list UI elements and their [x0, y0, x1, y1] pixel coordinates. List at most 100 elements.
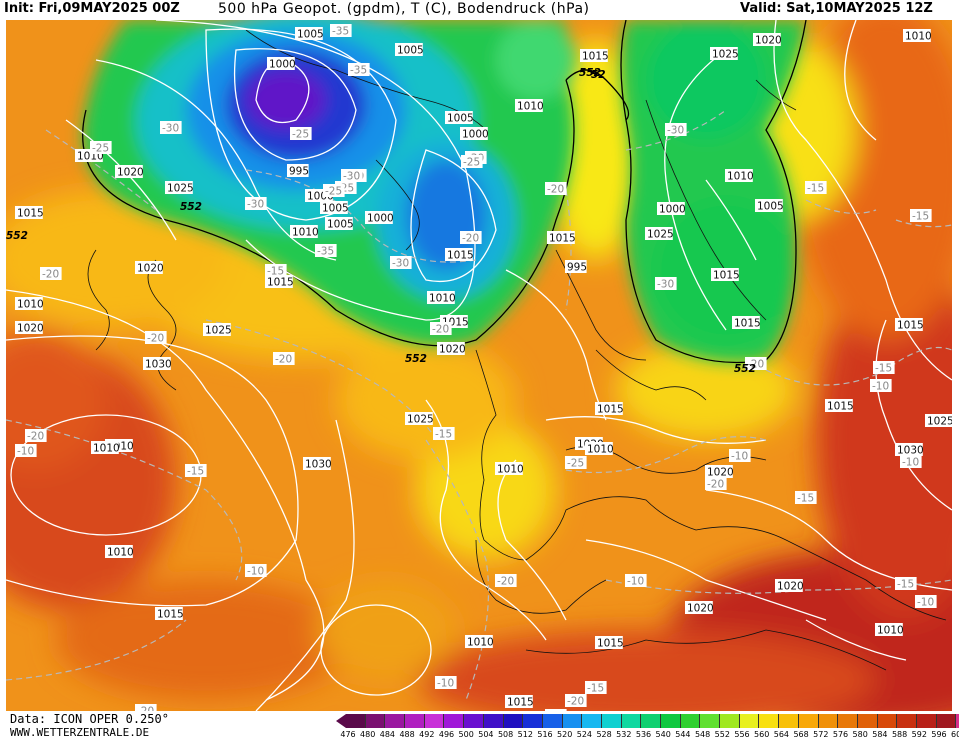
pressure-label: 1030 [145, 359, 172, 371]
chart-footer: Data: ICON OPER 0.250° WWW.WETTERZENTRAL… [0, 711, 959, 741]
pressure-label: 1000 [367, 213, 394, 225]
legend-color-cell [346, 714, 366, 728]
temp-label-bg [135, 704, 157, 711]
pressure-label: 1015 [157, 609, 184, 621]
temp-label: -15 [435, 429, 452, 441]
pressure-label-bg [115, 165, 143, 178]
pressure-label-bg [325, 217, 353, 230]
temp-label-bg [461, 155, 483, 168]
legend-value: 564 [773, 730, 790, 739]
pressure-label-bg [645, 227, 673, 240]
temp-label: -20 [707, 479, 724, 491]
temp-label: -30 [247, 199, 264, 211]
temp-label: -10 [731, 451, 748, 463]
pressure-label-bg [505, 695, 533, 708]
temp-label: -10 [17, 446, 34, 458]
legend-color-cell [877, 714, 898, 728]
temp-label: -35 [332, 26, 349, 38]
pressure-label-bg [395, 43, 423, 56]
pressure-label-bg [427, 291, 455, 304]
temp-label: -10 [917, 597, 934, 609]
pressure-label: 1015 [897, 320, 924, 332]
pressure-label-bg [15, 297, 43, 310]
pressure-label-bg [437, 342, 465, 355]
website: WWW.WETTERZENTRALE.DE [10, 726, 150, 739]
pressure-label-bg [875, 623, 903, 636]
legend-value: 568 [793, 730, 809, 739]
pressure-label: 1010 [107, 547, 134, 559]
legend-color-cell [601, 714, 622, 728]
legend-value: 548 [694, 730, 711, 739]
legend-color-cell [562, 714, 583, 728]
temp-label: -30 [162, 123, 179, 135]
temp-label: -25 [325, 186, 342, 198]
pressure-label-bg [465, 635, 493, 648]
pressure-label-bg [710, 47, 738, 60]
geopot-label: 552 [734, 363, 756, 375]
pressure-label: 1025 [407, 414, 434, 426]
pressure-label: 1000 [269, 59, 296, 71]
temp-label-bg [705, 477, 727, 490]
pressure-label-bg [265, 275, 293, 288]
temp-label: -15 [187, 466, 204, 478]
pressure-label: 1030 [305, 459, 332, 471]
pressure-label: 1000 [462, 129, 489, 141]
legend-value: 488 [399, 730, 415, 739]
pressure-label: 1020 [755, 35, 782, 47]
pressure-label: 1005 [297, 29, 324, 41]
legend-color-cell [503, 714, 524, 728]
legend-color-cell [916, 714, 937, 728]
legend-color-cell [582, 714, 602, 728]
pressure-label: 1025 [712, 49, 739, 61]
pressure-label-bg [495, 462, 523, 475]
temp-label-bg [729, 449, 751, 462]
temp-label-bg [185, 464, 207, 477]
pressure-label: 1020 [777, 581, 804, 593]
temp-label: -35 [317, 246, 334, 258]
legend-value: 540 [655, 730, 671, 739]
pressure-label-bg [365, 211, 393, 224]
legend-color-cell [857, 714, 878, 728]
pressure-label-bg [825, 399, 853, 412]
pressure-label: 1015 [447, 250, 474, 262]
legend-value: 560 [754, 730, 770, 739]
legend-color-cell [956, 714, 959, 728]
pressure-label-bg [925, 414, 952, 427]
pressure-label: 995 [567, 262, 587, 274]
pressure-label-bg [565, 260, 587, 273]
temp-label-bg [245, 564, 267, 577]
data-source: Data: ICON OPER 0.250° [10, 712, 169, 726]
temp-label-bg [745, 357, 767, 370]
legend-value: 588 [891, 730, 908, 739]
legend-value: 528 [596, 730, 612, 739]
init-time: Init: Fri,09MAY2025 00Z [4, 1, 180, 16]
pressure-label-bg [725, 169, 753, 182]
pressure-label-bg [657, 202, 685, 215]
temp-label: -20 [275, 354, 292, 366]
pressure-label-bg [753, 33, 781, 46]
temp-label: -15 [897, 579, 914, 591]
pressure-label: 1015 [17, 208, 44, 220]
temp-label-bg [430, 322, 452, 335]
temp-label: -20 [547, 184, 564, 196]
legend-color-cell [739, 714, 760, 728]
legend-cells [336, 714, 959, 728]
temp-label: -20 [27, 431, 44, 443]
pressure-label: 1010 [292, 227, 319, 239]
legend-value: 476 [340, 730, 356, 739]
pressure-label: 1010 [93, 443, 120, 455]
legend-color-cell [464, 714, 484, 728]
temp-label-bg [495, 574, 517, 587]
pressure-label-bg [445, 248, 473, 261]
pressure-label: 1015 [597, 404, 624, 416]
temp-label: -10 [247, 566, 264, 578]
legend-color-cell [424, 714, 445, 728]
temp-label-bg [15, 444, 37, 457]
temp-label-bg [805, 181, 827, 194]
temp-label-bg [90, 141, 112, 154]
legend-value: 584 [872, 730, 888, 739]
legend-color-cell [365, 714, 386, 728]
temp-label: -15 [587, 683, 604, 695]
pressure-label-bg [547, 231, 575, 244]
temp-label: -15 [807, 183, 824, 195]
